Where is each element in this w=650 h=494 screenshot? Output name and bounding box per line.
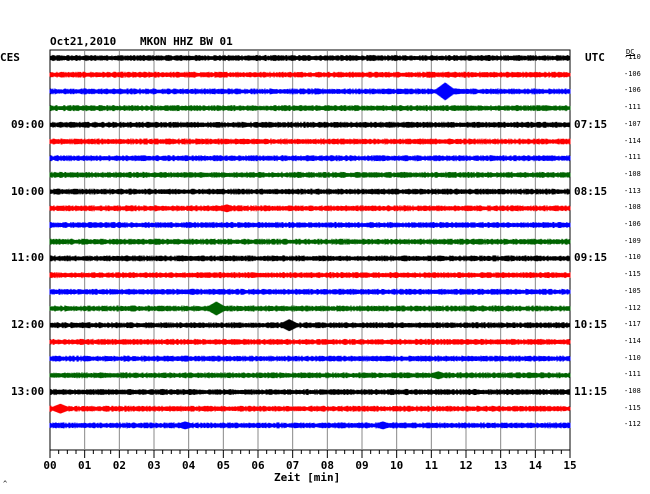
x-tick-label: 05 (216, 459, 230, 472)
trace-row-10 (49, 221, 571, 229)
trace-row-2 (49, 82, 571, 101)
x-axis-title: Zeit [min] (274, 471, 341, 484)
x-tick-label: 04 (182, 459, 196, 472)
left-time-label: 11:00 (11, 251, 45, 265)
dc-offset-label: -112 (624, 420, 641, 429)
trace-row-5 (49, 138, 571, 145)
dc-offset-label: -107 (624, 119, 641, 128)
trace-row-7 (49, 171, 571, 179)
trace-row-21 (49, 403, 571, 414)
trace-row-14 (49, 288, 571, 295)
x-tick-label: 01 (78, 459, 92, 472)
right-timezone-label: UTC (585, 51, 605, 64)
trace-row-11 (49, 238, 571, 245)
trace-row-4 (49, 121, 571, 128)
left-time-label: 10:00 (11, 184, 45, 198)
x-axis-ticks (49, 450, 571, 458)
trace-row-16 (49, 319, 571, 332)
trace-row-3 (49, 104, 571, 112)
trace-row-20 (49, 388, 571, 396)
dc-offset-label: -114 (624, 136, 641, 145)
trace-row-18 (49, 355, 571, 362)
x-tick-label: 03 (147, 459, 161, 472)
dc-offset-label: -110 (624, 353, 641, 362)
x-tick-label: 14 (528, 459, 542, 472)
minute-grid (84, 50, 536, 450)
right-time-label: 07:15 (574, 117, 608, 131)
x-tick-label: 02 (112, 459, 126, 472)
right-time-label: 10:15 (574, 318, 608, 332)
dc-offset-label: -112 (624, 303, 641, 312)
plot-frame (49, 49, 571, 451)
trace-row-6 (49, 155, 571, 162)
dc-offset-label: -108 (624, 387, 641, 395)
header-date: Oct21,2010 (50, 35, 117, 48)
dc-header-label: DC (626, 48, 635, 56)
x-tick-label: 12 (459, 459, 473, 472)
x-tick-label: 06 (251, 459, 265, 472)
dc-offset-label: -113 (624, 186, 641, 195)
trace-row-17 (49, 338, 571, 346)
dc-offset-label: -111 (624, 153, 641, 162)
left-time-label: 13:00 (11, 385, 45, 398)
trace-group (49, 54, 571, 430)
dc-offset-label: -106 (624, 220, 641, 228)
dc-offset-label: -115 (624, 403, 641, 412)
dc-offset-label: -108 (624, 203, 641, 212)
left-timezone-label: CES (0, 51, 20, 64)
dc-offset-label: -105 (624, 286, 641, 295)
x-tick-label: 07 (286, 459, 300, 472)
x-tick-label: 00 (43, 459, 57, 472)
right-time-label: 09:15 (574, 251, 608, 265)
dc-offset-label: -114 (624, 336, 641, 345)
trace-row-19 (49, 371, 571, 380)
x-tick-label: 11 (424, 459, 438, 472)
x-tick-label: 08 (320, 459, 334, 472)
x-tick-label: 10 (390, 459, 404, 472)
left-time-label: 12:00 (11, 318, 45, 332)
dc-offset-label: -115 (624, 270, 641, 279)
trace-row-0 (49, 54, 571, 62)
x-tick-label: 09 (355, 459, 369, 472)
trace-row-8 (49, 188, 571, 195)
dc-offset-label: -106 (624, 69, 641, 78)
trace-row-15 (49, 301, 571, 316)
right-time-label: 11:15 (574, 385, 608, 398)
dc-offset-label: -111 (624, 103, 641, 112)
dc-offset-label: -109 (624, 236, 641, 245)
dc-offset-label: -110 (624, 53, 641, 61)
x-tick-label: 13 (494, 459, 508, 472)
dc-offset-label: -110 (624, 253, 641, 262)
trace-row-12 (49, 255, 571, 262)
trace-row-22 (49, 421, 571, 430)
trace-row-9 (49, 204, 571, 213)
left-time-label: 09:00 (11, 117, 45, 131)
header-station: MKON HHZ BW 01 (140, 35, 233, 48)
dc-offset-label: -108 (624, 169, 641, 178)
trace-row-13 (49, 271, 571, 279)
trace-row-1 (49, 71, 571, 78)
corner-mark: ^ (3, 480, 8, 488)
right-time-label: 08:15 (574, 184, 608, 198)
dc-offset-label: -117 (624, 320, 641, 329)
x-tick-label: 15 (563, 459, 577, 472)
dc-offset-label: -111 (624, 370, 641, 379)
dc-offset-label: -106 (624, 86, 641, 95)
